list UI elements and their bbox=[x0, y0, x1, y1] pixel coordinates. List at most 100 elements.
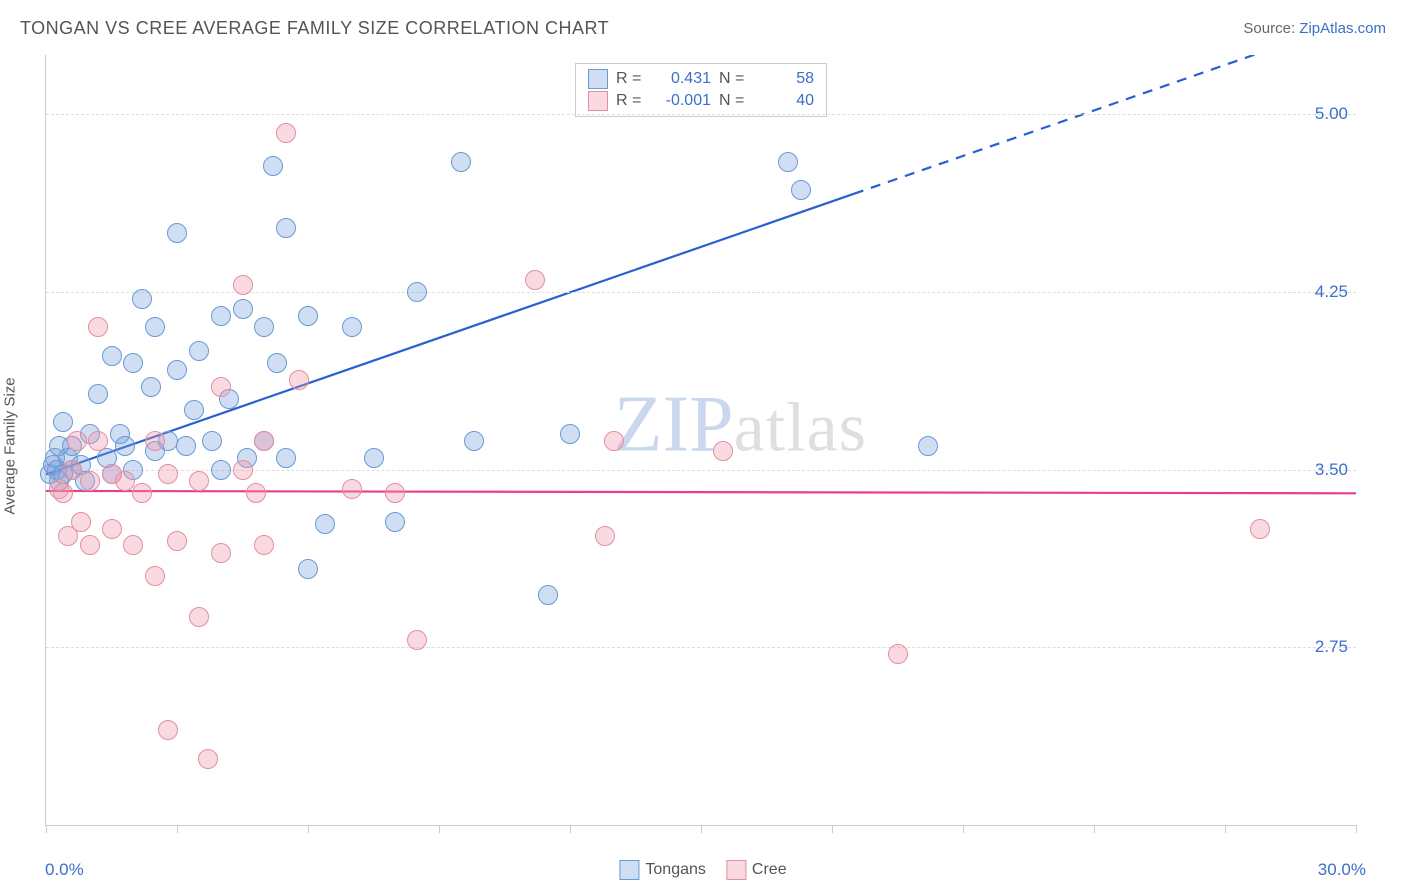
swatch-tongans-icon bbox=[619, 860, 639, 880]
data-point bbox=[145, 317, 165, 337]
x-tick bbox=[308, 825, 309, 833]
source-attribution: Source: ZipAtlas.com bbox=[1243, 20, 1386, 37]
x-axis-max-label: 30.0% bbox=[1318, 860, 1366, 880]
x-tick bbox=[701, 825, 702, 833]
data-point bbox=[276, 123, 296, 143]
data-point bbox=[888, 644, 908, 664]
data-point bbox=[713, 441, 733, 461]
data-point bbox=[385, 512, 405, 532]
data-point bbox=[595, 526, 615, 546]
x-tick bbox=[1356, 825, 1357, 833]
data-point bbox=[145, 431, 165, 451]
source-link[interactable]: ZipAtlas.com bbox=[1299, 20, 1386, 37]
data-point bbox=[198, 749, 218, 769]
data-point bbox=[407, 630, 427, 650]
chart-title: TONGAN VS CREE AVERAGE FAMILY SIZE CORRE… bbox=[20, 18, 609, 39]
data-point bbox=[88, 431, 108, 451]
data-point bbox=[158, 720, 178, 740]
data-point bbox=[298, 559, 318, 579]
x-axis-min-label: 0.0% bbox=[45, 860, 84, 880]
data-point bbox=[167, 223, 187, 243]
data-point bbox=[71, 512, 91, 532]
y-tick-label: 3.50 bbox=[1315, 460, 1348, 480]
data-point bbox=[211, 306, 231, 326]
y-axis-label: Average Family Size bbox=[2, 377, 19, 514]
plot-area: ZIPatlas R = 0.431 N = 58 R = -0.001 N =… bbox=[45, 55, 1356, 826]
data-point bbox=[123, 535, 143, 555]
data-point bbox=[211, 543, 231, 563]
legend-item-cree: Cree bbox=[726, 860, 787, 880]
data-point bbox=[189, 607, 209, 627]
data-point bbox=[167, 360, 187, 380]
chart-container: TONGAN VS CREE AVERAGE FAMILY SIZE CORRE… bbox=[0, 0, 1406, 892]
y-tick-label: 2.75 bbox=[1315, 637, 1348, 657]
correlation-legend: R = 0.431 N = 58 R = -0.001 N = 40 bbox=[575, 63, 827, 117]
data-point bbox=[385, 483, 405, 503]
legend-row-tongans: R = 0.431 N = 58 bbox=[588, 68, 814, 90]
data-point bbox=[145, 566, 165, 586]
swatch-cree bbox=[588, 91, 608, 111]
gridline bbox=[46, 114, 1356, 115]
data-point bbox=[364, 448, 384, 468]
data-point bbox=[342, 317, 362, 337]
data-point bbox=[202, 431, 222, 451]
data-point bbox=[80, 535, 100, 555]
data-point bbox=[102, 519, 122, 539]
y-tick-label: 5.00 bbox=[1315, 104, 1348, 124]
series-legend: Tongans Cree bbox=[619, 860, 786, 880]
data-point bbox=[538, 585, 558, 605]
data-point bbox=[211, 377, 231, 397]
data-point bbox=[62, 460, 82, 480]
data-point bbox=[315, 514, 335, 534]
y-tick-label: 4.25 bbox=[1315, 282, 1348, 302]
data-point bbox=[778, 152, 798, 172]
data-point bbox=[123, 353, 143, 373]
data-point bbox=[189, 341, 209, 361]
data-point bbox=[67, 431, 87, 451]
legend-item-tongans: Tongans bbox=[619, 860, 706, 880]
data-point bbox=[298, 306, 318, 326]
data-point bbox=[88, 384, 108, 404]
data-point bbox=[211, 460, 231, 480]
data-point bbox=[267, 353, 287, 373]
data-point bbox=[53, 412, 73, 432]
data-point bbox=[233, 460, 253, 480]
data-point bbox=[1250, 519, 1270, 539]
data-point bbox=[254, 317, 274, 337]
data-point bbox=[263, 156, 283, 176]
data-point bbox=[276, 448, 296, 468]
data-point bbox=[289, 370, 309, 390]
data-point bbox=[53, 483, 73, 503]
data-point bbox=[141, 377, 161, 397]
data-point bbox=[102, 346, 122, 366]
x-tick bbox=[46, 825, 47, 833]
gridline bbox=[46, 647, 1356, 648]
data-point bbox=[184, 400, 204, 420]
data-point bbox=[407, 282, 427, 302]
data-point bbox=[176, 436, 196, 456]
data-point bbox=[560, 424, 580, 444]
x-tick bbox=[1225, 825, 1226, 833]
data-point bbox=[525, 270, 545, 290]
data-point bbox=[791, 180, 811, 200]
data-point bbox=[132, 483, 152, 503]
swatch-cree-icon bbox=[726, 860, 746, 880]
data-point bbox=[233, 299, 253, 319]
x-tick bbox=[1094, 825, 1095, 833]
data-point bbox=[918, 436, 938, 456]
swatch-tongans bbox=[588, 69, 608, 89]
data-point bbox=[451, 152, 471, 172]
legend-row-cree: R = -0.001 N = 40 bbox=[588, 90, 814, 112]
data-point bbox=[115, 471, 135, 491]
data-point bbox=[167, 531, 187, 551]
trend-lines bbox=[46, 55, 1356, 825]
data-point bbox=[276, 218, 296, 238]
data-point bbox=[158, 464, 178, 484]
data-point bbox=[233, 275, 253, 295]
data-point bbox=[115, 436, 135, 456]
data-point bbox=[80, 471, 100, 491]
data-point bbox=[464, 431, 484, 451]
data-point bbox=[604, 431, 624, 451]
x-tick bbox=[832, 825, 833, 833]
x-tick bbox=[177, 825, 178, 833]
